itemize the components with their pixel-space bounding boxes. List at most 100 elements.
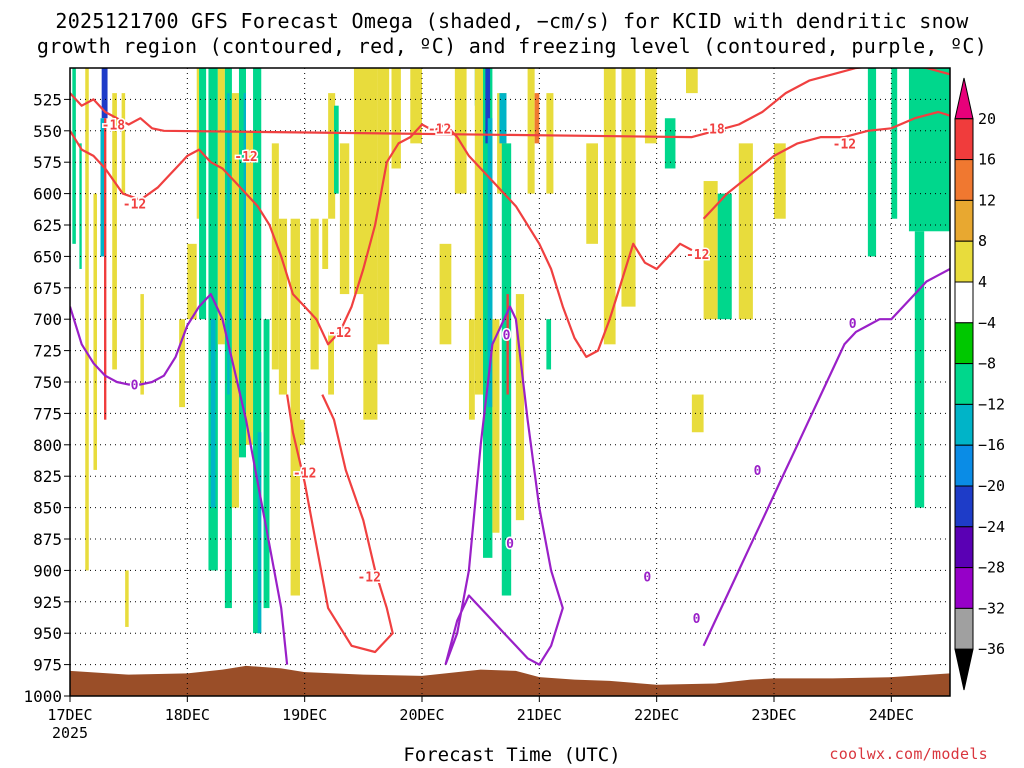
y-tick-label: 800	[33, 436, 62, 455]
omega-cell	[603, 68, 616, 345]
contour-label: 0	[849, 317, 857, 332]
omega-cell	[774, 143, 786, 219]
omega-cell	[534, 93, 540, 144]
colorbar-segment	[954, 118, 974, 161]
y-tick-label: 900	[33, 561, 62, 580]
colorbar-top-arrow	[954, 77, 974, 120]
omega-cell	[299, 419, 305, 445]
colorbar-label: 4	[978, 273, 987, 291]
y-tick-label: 625	[33, 216, 62, 235]
watermark-link[interactable]: coolwx.com/models	[829, 745, 988, 763]
omega-cell	[199, 68, 207, 320]
contour-label: -12	[357, 571, 380, 586]
colorbar-segment	[954, 444, 974, 487]
contour-label: -18	[102, 119, 126, 134]
omega-cell	[227, 93, 230, 395]
omega-cell	[586, 143, 598, 244]
contour-label: 0	[643, 571, 651, 586]
omega-cell	[487, 118, 493, 408]
contour-label: -12	[833, 137, 856, 152]
x-tick-label: 22DEC	[634, 706, 679, 724]
y-tick-label: 975	[33, 656, 62, 675]
omega-cell	[621, 68, 636, 307]
omega-cell	[101, 68, 108, 119]
colorbar-segment	[954, 199, 974, 242]
omega-cell	[263, 319, 270, 609]
y-tick-label: 600	[33, 185, 62, 204]
y-tick-label: 550	[33, 122, 62, 141]
omega-cell	[644, 68, 657, 144]
omega-cell	[391, 68, 401, 169]
contour-line	[702, 110, 950, 220]
omega-cell	[328, 93, 336, 219]
omega-cell	[664, 118, 676, 169]
omega-cell	[243, 93, 246, 320]
y-tick-label: 725	[33, 342, 62, 361]
colorbar-segment	[954, 281, 974, 324]
colorbar-label: −4	[978, 314, 996, 332]
colorbar-label: 8	[978, 232, 987, 250]
omega-cell	[231, 93, 239, 508]
x-tick-sublabel: 2025	[52, 724, 88, 742]
contour-lines	[70, 68, 950, 666]
omega-cell	[253, 68, 262, 634]
contour-label: -12	[428, 122, 451, 137]
y-tick-label: 950	[33, 624, 62, 643]
colorbar-label: −8	[978, 355, 996, 373]
omega-cell	[738, 143, 753, 320]
omega-cell	[140, 294, 144, 395]
x-tick-label: 19DEC	[282, 706, 327, 724]
x-axis-label: Forecast Time (UTC)	[403, 744, 621, 766]
colorbar-label: −36	[978, 640, 1005, 658]
x-tick-label: 18DEC	[165, 706, 210, 724]
omega-cell	[112, 93, 117, 370]
colorbar-bottom-arrow	[954, 648, 974, 691]
contour-label: 0	[754, 464, 762, 479]
contour-line	[702, 268, 950, 647]
terrain-area	[70, 665, 950, 696]
omega-cell	[474, 68, 484, 395]
contour-line	[70, 68, 950, 139]
omega-cell	[339, 143, 350, 295]
omega-cell	[328, 331, 334, 395]
omega-cell	[125, 570, 129, 627]
y-axis-ticks: 525 550 575 600 625 650 675 700 725 750 775 800 825 8…	[23, 90, 70, 706]
contour-label: -12	[234, 150, 257, 165]
omega-cell	[499, 93, 507, 144]
omega-cell	[439, 243, 452, 345]
omega-cell	[322, 218, 329, 269]
contour-label: -12	[123, 198, 146, 213]
colorbar-label: −20	[978, 477, 1005, 495]
omega-cell	[85, 68, 89, 571]
contour-label: -12	[686, 248, 709, 263]
y-tick-label: 1000	[23, 687, 62, 706]
omega-cell	[100, 118, 106, 257]
omega-cell	[546, 319, 552, 370]
omega-cell	[515, 294, 525, 521]
x-tick-label: 17DEC	[47, 706, 92, 724]
omega-cell	[867, 68, 877, 257]
omega-cell	[121, 93, 126, 194]
y-tick-label: 650	[33, 247, 62, 266]
contour-label: 0	[503, 328, 511, 343]
colorbar-segment	[954, 485, 974, 528]
y-tick-label: 675	[33, 279, 62, 298]
omega-cell	[93, 193, 97, 470]
colorbar-segment	[954, 526, 974, 569]
y-tick-label: 525	[33, 90, 62, 109]
omega-cell	[492, 319, 500, 533]
contour-label: -18	[701, 122, 725, 137]
chart-title-line-2: growth region (contoured, red, ºC) and f…	[36, 34, 988, 58]
omega-cell	[187, 243, 197, 320]
contour-label: -12	[328, 326, 351, 341]
colorbar-segment	[954, 159, 974, 201]
omega-cell	[179, 319, 185, 408]
omega-cell	[278, 218, 288, 395]
colorbar: 20 16 12 8 4 −4 −8 −12 −16 −20 −24 −28 −32 −36	[954, 77, 1005, 691]
omega-cell	[217, 68, 225, 345]
omega-cell	[334, 105, 339, 194]
terrain-fill	[70, 665, 950, 696]
contour-line	[70, 293, 289, 665]
grid-lines	[70, 68, 950, 696]
omega-cell	[686, 68, 698, 94]
